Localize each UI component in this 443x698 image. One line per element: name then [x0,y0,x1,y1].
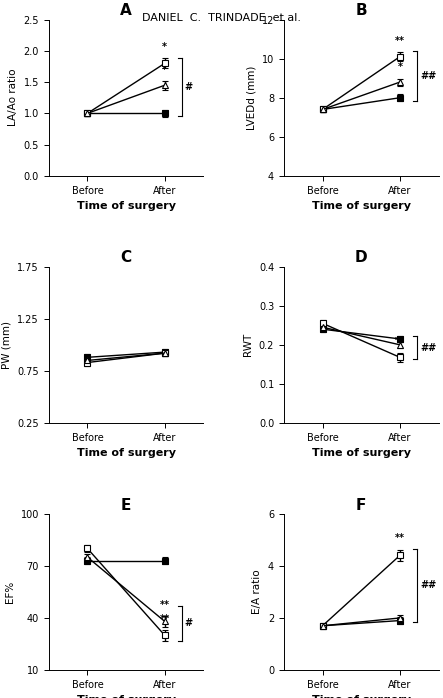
Text: **: ** [160,614,170,624]
Y-axis label: LVEDd (mm): LVEDd (mm) [246,66,256,130]
Text: **: ** [395,36,405,46]
Text: *: * [162,42,167,52]
X-axis label: Time of surgery: Time of surgery [312,448,411,459]
Title: B: B [355,3,367,18]
Text: ##: ## [420,580,436,591]
Y-axis label: E/A ratio: E/A ratio [253,570,262,614]
Text: *: * [162,65,167,75]
Text: #: # [185,618,193,628]
Y-axis label: EF%: EF% [5,581,15,603]
Y-axis label: RWT: RWT [243,333,253,357]
X-axis label: Time of surgery: Time of surgery [77,448,175,459]
Y-axis label: LA/Ao ratio: LA/Ao ratio [8,69,18,126]
Text: **: ** [160,600,170,610]
Text: ##: ## [420,70,436,81]
Title: C: C [120,251,132,265]
Title: D: D [355,251,368,265]
Title: E: E [121,498,131,512]
X-axis label: Time of surgery: Time of surgery [312,695,411,698]
Text: DANIEL  C.  TRINDADE  et al.: DANIEL C. TRINDADE et al. [142,13,301,22]
X-axis label: Time of surgery: Time of surgery [77,201,175,211]
Text: **: ** [395,336,405,346]
Title: A: A [120,3,132,18]
Title: F: F [356,498,366,512]
X-axis label: Time of surgery: Time of surgery [312,201,411,211]
Text: *: * [397,62,402,73]
X-axis label: Time of surgery: Time of surgery [77,695,175,698]
Text: #: # [185,82,193,92]
Text: **: ** [395,533,405,544]
Text: ##: ## [420,343,436,352]
Y-axis label: PW (mm): PW (mm) [2,321,12,369]
